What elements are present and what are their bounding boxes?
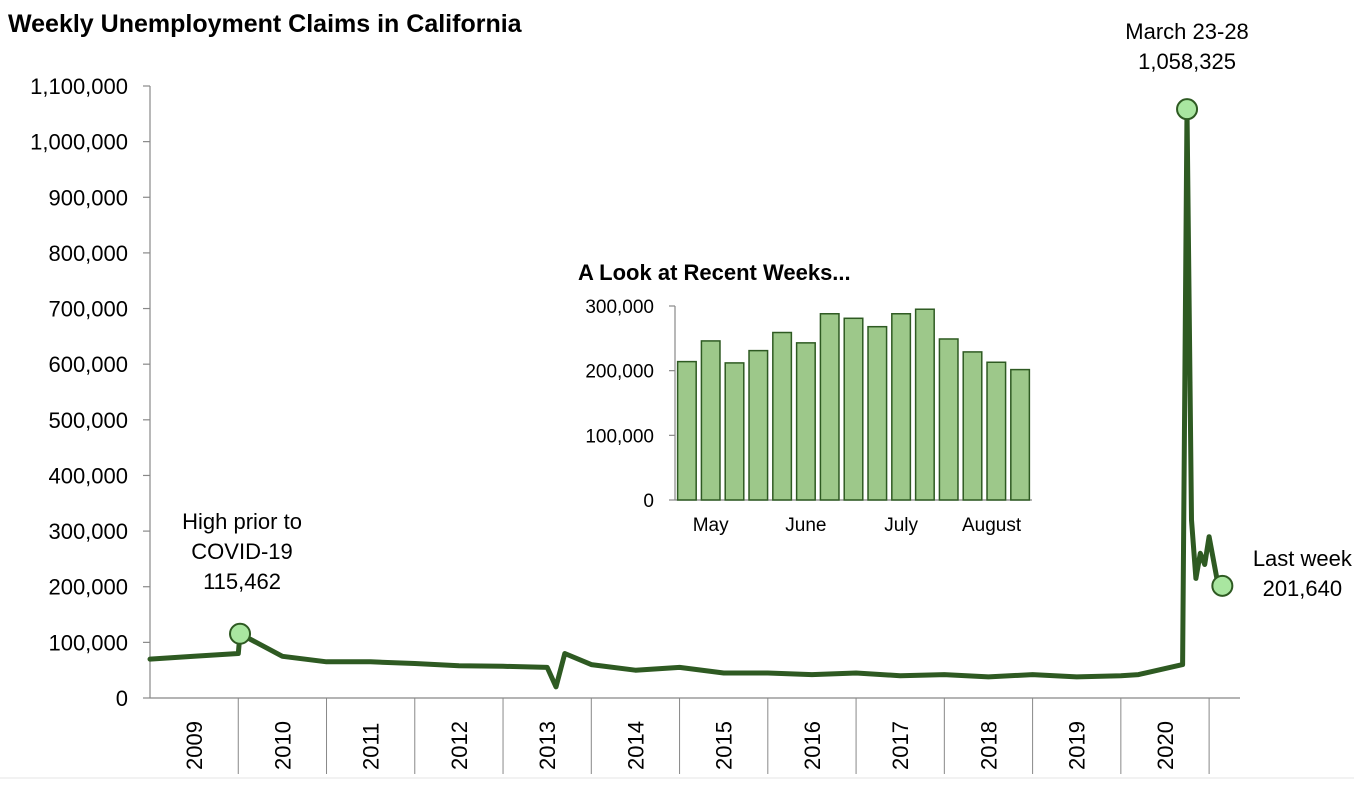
y-tick-label: 300,000 bbox=[48, 519, 128, 544]
annotation-text: COVID-19 bbox=[191, 539, 292, 564]
inset-bar bbox=[724, 362, 745, 501]
inset-y-tick-label: 200,000 bbox=[585, 362, 654, 383]
inset-y-tick-labels: 0 100,000 200,000 300,000 bbox=[585, 297, 654, 512]
inset-month-labels: May June July August bbox=[693, 515, 1022, 536]
x-tick-label: 2014 bbox=[623, 721, 648, 770]
x-tick-label: 2016 bbox=[800, 721, 825, 770]
inset-bar bbox=[867, 325, 888, 501]
inset-month-label: June bbox=[785, 515, 826, 536]
y-tick-label: 1,100,000 bbox=[30, 74, 128, 99]
annotation-text: 115,462 bbox=[203, 569, 281, 594]
y-tick-label: 900,000 bbox=[48, 185, 128, 210]
inset-y-tick-label: 0 bbox=[643, 491, 654, 512]
annotation-marker bbox=[229, 622, 252, 645]
x-tick-label: 2020 bbox=[1153, 721, 1178, 770]
y-tick-label: 600,000 bbox=[48, 352, 128, 377]
x-tick-label: 2019 bbox=[1065, 721, 1090, 770]
x-tick-label: 2018 bbox=[976, 721, 1001, 770]
main-axes bbox=[143, 85, 1240, 774]
annotation-text: 1,058,325 bbox=[1138, 49, 1236, 74]
x-tick-label: 2010 bbox=[270, 721, 295, 770]
y-tick-label: 400,000 bbox=[48, 463, 128, 488]
main-x-tick-labels: 2009 2010 2011 2012 2013 2014 2015 2016 2017 2018… bbox=[182, 721, 1178, 770]
annotation-text: High prior to bbox=[182, 509, 302, 534]
series-line bbox=[147, 106, 1225, 690]
inset-bars bbox=[676, 308, 1031, 501]
y-tick-label: 0 bbox=[116, 686, 128, 711]
x-tick-label: 2009 bbox=[182, 721, 207, 770]
y-tick-label: 1,000,000 bbox=[30, 130, 128, 155]
annotation-text: March 23-28 bbox=[1125, 19, 1249, 44]
x-tick-label: 2017 bbox=[888, 721, 913, 770]
inset-bar bbox=[986, 361, 1007, 501]
chart-title: Weekly Unemployment Claims in California bbox=[8, 10, 523, 38]
annotation-marker bbox=[1211, 574, 1234, 597]
inset-bar bbox=[843, 317, 864, 501]
inset-bar bbox=[914, 308, 935, 501]
y-tick-label: 800,000 bbox=[48, 241, 128, 266]
inset-month-label: May bbox=[693, 515, 729, 536]
inset-bar bbox=[676, 360, 697, 501]
inset-month-label: July bbox=[884, 515, 918, 536]
inset-bar bbox=[891, 313, 912, 501]
annotation-text: Last week bbox=[1253, 546, 1353, 571]
annotations: High prior to COVID-19 115,462 March 23-28 1… bbox=[182, 19, 1353, 601]
inset-y-tick-label: 100,000 bbox=[585, 426, 654, 447]
inset-bar bbox=[748, 349, 769, 501]
inset-bar bbox=[819, 313, 840, 501]
inset-title: A Look at Recent Weeks... bbox=[578, 260, 851, 285]
annotation-marker bbox=[1176, 98, 1199, 121]
inset-bar bbox=[962, 351, 983, 501]
inset-bar bbox=[795, 342, 816, 501]
x-tick-label: 2012 bbox=[447, 721, 472, 770]
x-tick-label: 2015 bbox=[712, 721, 737, 770]
inset-y-tick-label: 300,000 bbox=[585, 297, 654, 318]
inset-bar bbox=[1010, 368, 1031, 501]
x-tick-label: 2011 bbox=[359, 723, 384, 770]
inset-month-label: August bbox=[962, 515, 1022, 536]
inset-bar bbox=[772, 331, 793, 501]
y-tick-label: 200,000 bbox=[48, 575, 128, 600]
inset-bar bbox=[700, 340, 721, 501]
markers bbox=[229, 98, 1234, 645]
y-tick-label: 500,000 bbox=[48, 408, 128, 433]
main-y-tick-labels: 0 100,000 200,000 300,000 400,000 500,000 600,… bbox=[30, 74, 128, 711]
x-tick-label: 2013 bbox=[535, 721, 560, 770]
inset-bar bbox=[938, 338, 959, 501]
y-tick-label: 100,000 bbox=[48, 630, 128, 655]
y-tick-label: 700,000 bbox=[48, 297, 128, 322]
annotation-text: 201,640 bbox=[1263, 576, 1343, 601]
